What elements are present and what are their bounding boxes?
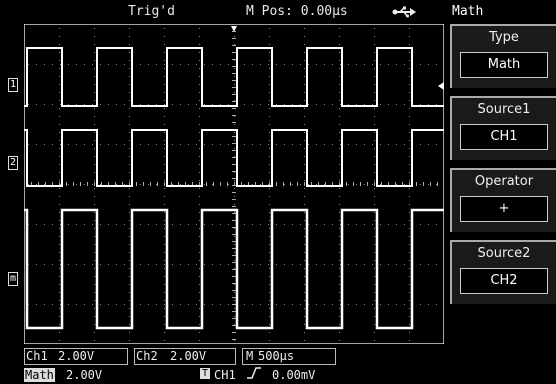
ch2-marker[interactable]: 2 <box>8 156 19 170</box>
trigger-position-icon <box>231 26 237 32</box>
status-bar: Trig'd M Pos: 0.00µs <box>0 0 450 24</box>
menu-operator[interactable]: Operator + <box>450 168 556 232</box>
ch1-marker[interactable]: 1 <box>8 78 19 92</box>
timebase-box <box>242 348 336 365</box>
source1-label: Source1 <box>477 102 531 117</box>
math-waveform <box>24 208 444 330</box>
ch1-scale-box <box>24 348 128 365</box>
menu-title: Math <box>452 4 484 19</box>
waveform-display <box>24 24 444 344</box>
ch1-waveform <box>24 47 444 107</box>
graticule-grid <box>24 24 438 341</box>
ch2-label: Ch2 <box>136 349 158 363</box>
operator-label: Operator <box>474 174 534 189</box>
source1-value[interactable]: CH1 <box>460 124 548 150</box>
math-label: Math <box>24 368 55 382</box>
math-marker[interactable]: m <box>8 272 19 286</box>
trigger-level: 0.00mV <box>272 368 316 382</box>
type-value[interactable]: Math <box>460 52 548 78</box>
type-label: Type <box>489 30 519 45</box>
ch2-waveform <box>24 129 444 187</box>
timebase-label: M <box>246 349 254 363</box>
trigger-level-icon <box>438 82 444 90</box>
trigger-status: Trig'd <box>128 4 175 19</box>
trigger-icon: T <box>200 368 211 379</box>
ch1-scale: 2.00V <box>58 349 95 363</box>
ch2-scale: 2.00V <box>170 349 207 363</box>
timebase-value: 500µs <box>258 349 295 363</box>
operator-value[interactable]: + <box>460 196 548 222</box>
usb-icon <box>392 6 416 22</box>
source2-value[interactable]: CH2 <box>460 268 548 294</box>
ch1-label: Ch1 <box>26 349 48 363</box>
rising-edge-icon <box>246 366 262 383</box>
ch2-scale-box <box>134 348 236 365</box>
math-scale: 2.00V <box>66 368 103 382</box>
trigger-source: CH1 <box>214 368 236 382</box>
menu-source1[interactable]: Source1 CH1 <box>450 96 556 160</box>
main-position: M Pos: 0.00µs <box>246 4 348 19</box>
menu-type[interactable]: Type Math <box>450 24 556 88</box>
menu-source2[interactable]: Source2 CH2 <box>450 240 556 304</box>
source2-label: Source2 <box>477 246 531 261</box>
